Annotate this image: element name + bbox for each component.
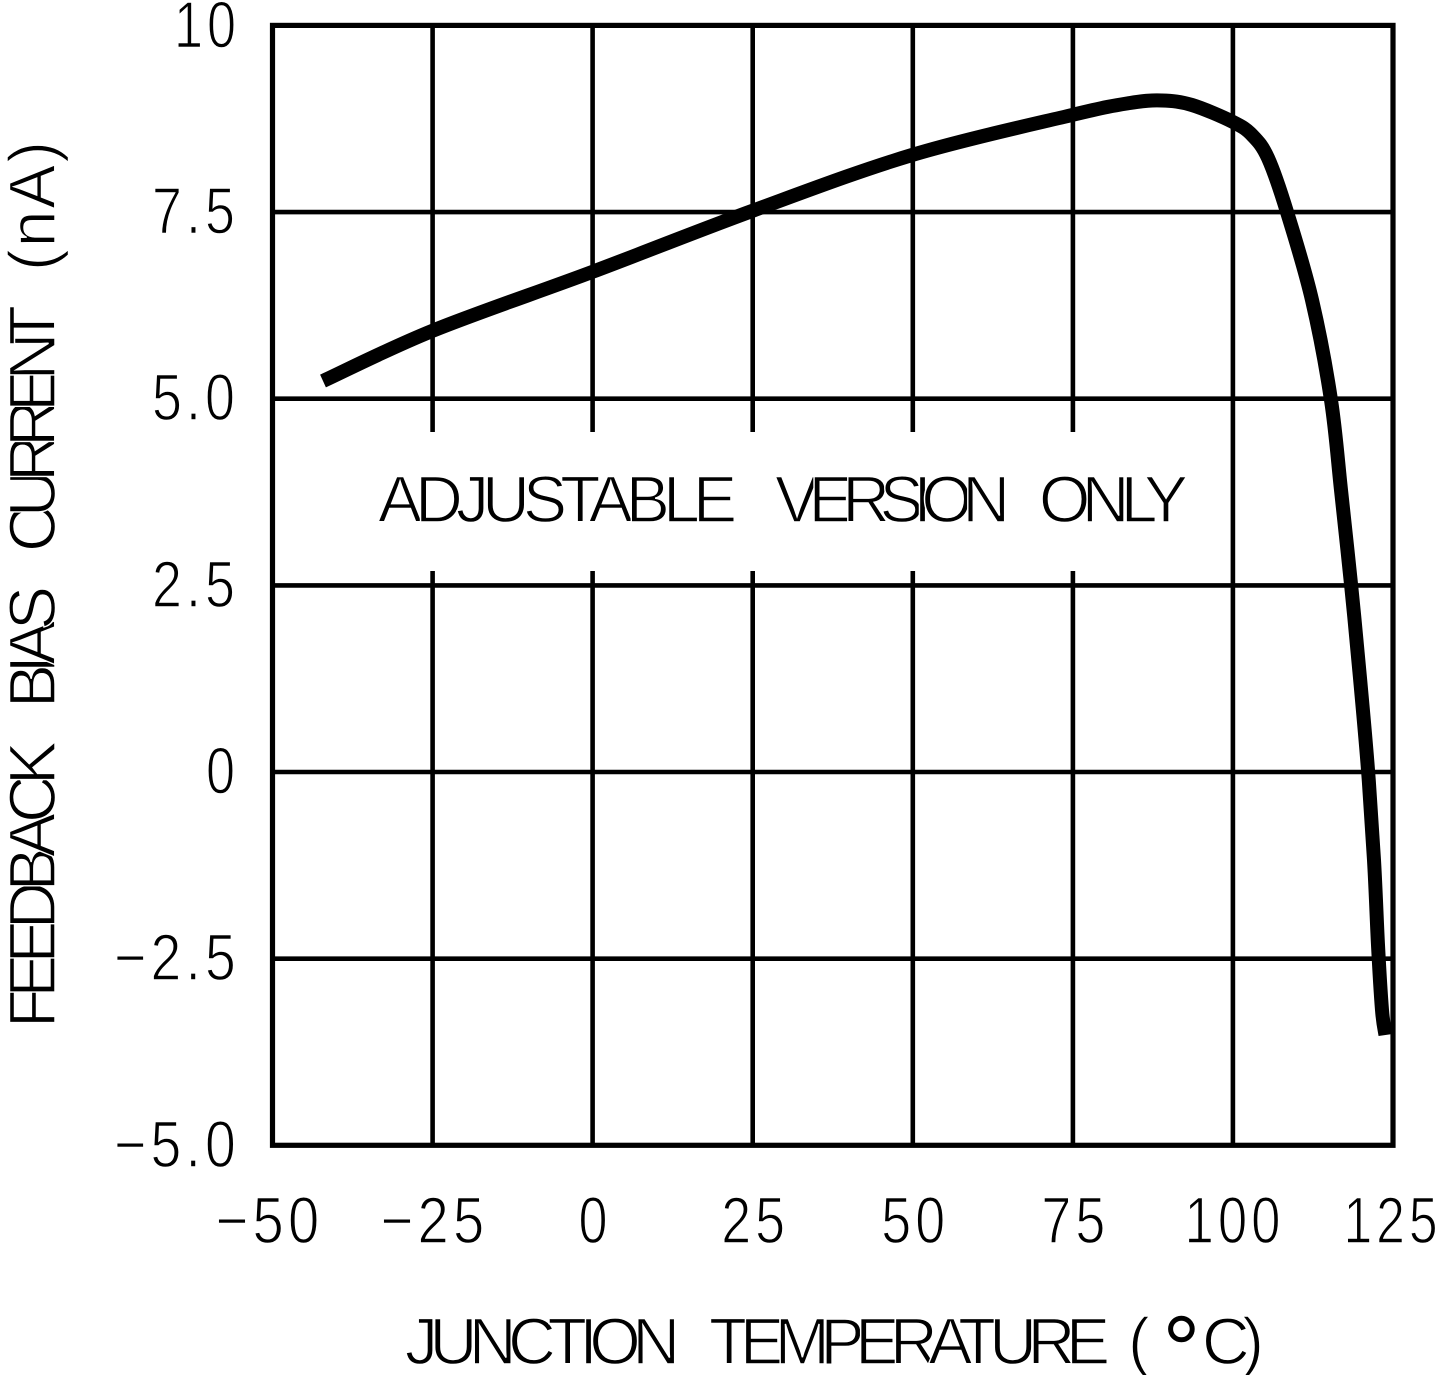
svg-text:JUNCTION: JUNCTION (405, 1304, 685, 1375)
svg-text:0: 0 (579, 1183, 612, 1257)
svg-text:−50: −50 (216, 1183, 324, 1257)
svg-text:−25: −25 (381, 1183, 489, 1257)
svg-text:75: 75 (1041, 1183, 1109, 1257)
svg-text:50: 50 (881, 1183, 949, 1257)
svg-text:0: 0 (206, 734, 239, 808)
svg-text:25: 25 (721, 1183, 789, 1257)
svg-text:−5.0: −5.0 (114, 1107, 240, 1181)
svg-text:ADJUSTABLE: ADJUSTABLE (378, 462, 742, 536)
svg-text:−2.5: −2.5 (114, 920, 240, 994)
svg-text:7.5: 7.5 (152, 174, 239, 248)
svg-text:BIAS: BIAS (0, 581, 69, 708)
svg-text:(: ( (1128, 1304, 1150, 1375)
svg-text:C: C (1202, 1304, 1250, 1375)
svg-text:VERSION: VERSION (775, 462, 1015, 536)
svg-text:(nA): (nA) (0, 136, 69, 271)
svg-text:10: 10 (174, 0, 240, 62)
svg-text:2.5: 2.5 (152, 547, 239, 621)
svg-text:): ) (1242, 1304, 1264, 1375)
svg-text:5.0: 5.0 (152, 360, 239, 434)
svg-text:CURRENT: CURRENT (0, 300, 69, 552)
svg-text:100: 100 (1185, 1183, 1285, 1257)
svg-text:ONLY: ONLY (1039, 462, 1193, 536)
svg-text:125: 125 (1344, 1183, 1437, 1257)
svg-text:TEMPERATURE: TEMPERATURE (709, 1304, 1115, 1375)
svg-text:FEEDBACK: FEEDBACK (0, 736, 69, 1028)
